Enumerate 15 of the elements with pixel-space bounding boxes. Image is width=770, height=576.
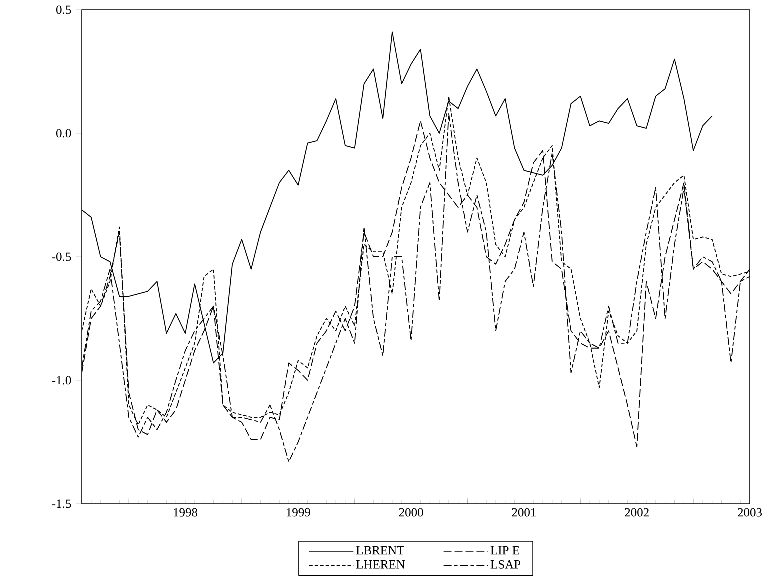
x-tick-label: 2001 [512, 508, 536, 517]
legend-label: LIP E [490, 546, 520, 555]
x-tick-label: 1999 [286, 508, 310, 517]
y-tick-label: 0.0 [56, 129, 72, 138]
legend-label: LSAP [490, 560, 521, 569]
legend-label: LHEREN [356, 560, 406, 569]
y-tick-label: 0.5 [56, 6, 72, 14]
x-tick-label: 2002 [625, 508, 649, 517]
y-tick-label: -0.5 [52, 252, 72, 262]
x-tick-label: 2000 [399, 508, 424, 517]
x-tick-label: 1998 [174, 508, 198, 517]
y-tick-label: -1.0 [52, 376, 72, 385]
x-tick-label: 2003 [738, 508, 762, 517]
y-tick-label: -1.5 [52, 500, 72, 508]
legend-label: LBRENT [356, 546, 404, 555]
